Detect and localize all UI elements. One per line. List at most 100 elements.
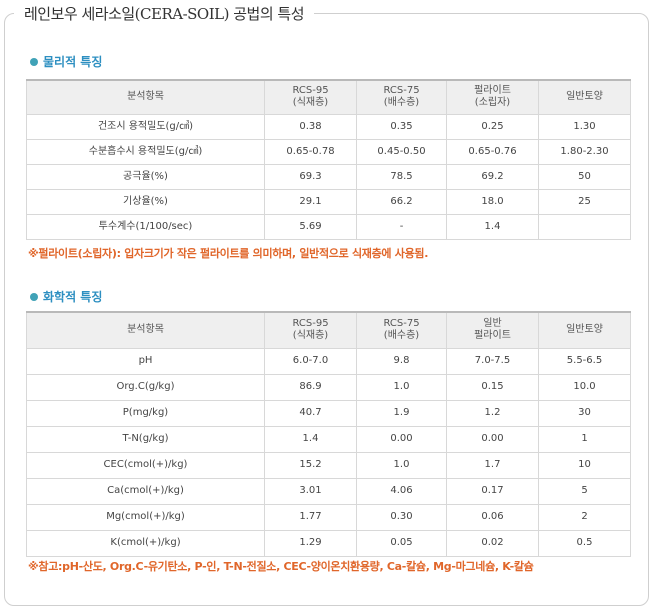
table-cell: 10.0 bbox=[538, 373, 631, 401]
table-cell: 0.25 bbox=[446, 113, 539, 140]
table-cell: 1.2 bbox=[446, 399, 539, 427]
table-cell: 86.9 bbox=[264, 373, 357, 401]
table-cell: 건조시 용적밀도(g/㎤) bbox=[26, 113, 265, 140]
table-cell: 25 bbox=[538, 188, 631, 215]
table-cell: 투수계수(1/100/sec) bbox=[26, 213, 265, 240]
title-wrap: 레인보우 세라소일(CERA-SOIL) 공법의 특성 bbox=[14, 2, 314, 26]
table-cell: - bbox=[356, 213, 447, 240]
table-cell: 78.5 bbox=[356, 163, 447, 190]
table-cell: 0.65-0.76 bbox=[446, 138, 539, 165]
chemical-col-4: 일반토양 bbox=[566, 324, 603, 336]
physical-table: 분석항목 RCS-95 (식재층) RCS-75 (배수층) 펄라이트 (소립자… bbox=[26, 79, 631, 240]
physical-heading-label: 물리적 특징 bbox=[43, 55, 103, 69]
table-cell: 0.5 bbox=[538, 529, 631, 557]
bullet-icon bbox=[30, 58, 38, 66]
chemical-note: ※참고:pH-산도, Org.C-유기탄소, P-인, T-N-전질소, CEC… bbox=[28, 560, 534, 573]
table-cell: 7.0-7.5 bbox=[446, 347, 539, 375]
table-cell: 6.0-7.0 bbox=[264, 347, 357, 375]
table-cell: 18.0 bbox=[446, 188, 539, 215]
table-cell: 69.2 bbox=[446, 163, 539, 190]
chemical-heading: 화학적 특징 bbox=[30, 289, 102, 305]
chemical-col-1: RCS-95 (식재층) bbox=[292, 318, 329, 342]
table-cell: 50 bbox=[538, 163, 631, 190]
chemical-col-3: 일반 펄라이트 bbox=[474, 318, 511, 342]
table-cell: 0.02 bbox=[446, 529, 539, 557]
table-cell: 69.3 bbox=[264, 163, 357, 190]
table-cell: 1.4 bbox=[264, 425, 357, 453]
table-cell: 1.0 bbox=[356, 373, 447, 401]
table-cell: 0.05 bbox=[356, 529, 447, 557]
table-cell: pH bbox=[26, 347, 265, 375]
table-row: T-N(g/kg) 1.4 0.00 0.00 1 bbox=[26, 425, 631, 453]
table-cell: 10 bbox=[538, 451, 631, 479]
table-cell: 1.4 bbox=[446, 213, 539, 240]
bullet-icon bbox=[30, 293, 38, 301]
table-row: CEC(cmol(+)/kg) 15.2 1.0 1.7 10 bbox=[26, 451, 631, 479]
table-cell: 1.9 bbox=[356, 399, 447, 427]
table-cell: 5.5-6.5 bbox=[538, 347, 631, 375]
physical-header-row: 분석항목 RCS-95 (식재층) RCS-75 (배수층) 펄라이트 (소립자… bbox=[26, 79, 631, 115]
table-cell: 5 bbox=[538, 477, 631, 505]
table-cell: 66.2 bbox=[356, 188, 447, 215]
table-cell: 0.35 bbox=[356, 113, 447, 140]
chemical-col-2: RCS-75 (배수층) bbox=[383, 318, 420, 342]
table-cell: T-N(g/kg) bbox=[26, 425, 265, 453]
physical-col-0: 분석항목 bbox=[127, 91, 164, 103]
table-cell: 1.0 bbox=[356, 451, 447, 479]
table-cell: 공극율(%) bbox=[26, 163, 265, 190]
column-header: 일반토양 bbox=[538, 79, 631, 115]
column-header: 일반토양 bbox=[538, 311, 631, 349]
table-cell: 1 bbox=[538, 425, 631, 453]
table-row: 수분흡수시 용적밀도(g/㎤) 0.65-0.78 0.45-0.50 0.65… bbox=[26, 138, 631, 165]
table-cell: 5.69 bbox=[264, 213, 357, 240]
table-cell: Org.C(g/kg) bbox=[26, 373, 265, 401]
table-row: 기상율(%) 29.1 66.2 18.0 25 bbox=[26, 188, 631, 215]
column-header: 펄라이트 (소립자) bbox=[446, 79, 539, 115]
table-cell: 29.1 bbox=[264, 188, 357, 215]
table-cell: 0.00 bbox=[356, 425, 447, 453]
table-cell: Mg(cmol(+)/kg) bbox=[26, 503, 265, 531]
table-row: Mg(cmol(+)/kg) 1.77 0.30 0.06 2 bbox=[26, 503, 631, 531]
table-cell: 4.06 bbox=[356, 477, 447, 505]
physical-col-2: RCS-75 (배수층) bbox=[383, 85, 420, 109]
table-cell: 0.45-0.50 bbox=[356, 138, 447, 165]
physical-col-4: 일반토양 bbox=[566, 91, 603, 103]
physical-col-3: 펄라이트 (소립자) bbox=[474, 85, 511, 109]
table-cell: 30 bbox=[538, 399, 631, 427]
table-cell: 1.77 bbox=[264, 503, 357, 531]
chemical-header-row: 분석항목 RCS-95 (식재층) RCS-75 (배수층) 일반 펄라이트 일… bbox=[26, 311, 631, 349]
table-cell: 0.30 bbox=[356, 503, 447, 531]
column-header: 분석항목 bbox=[26, 311, 265, 349]
table-cell: Ca(cmol(+)/kg) bbox=[26, 477, 265, 505]
table-cell: K(cmol(+)/kg) bbox=[26, 529, 265, 557]
table-cell: 1.29 bbox=[264, 529, 357, 557]
panel-frame bbox=[4, 13, 649, 606]
table-cell: 2 bbox=[538, 503, 631, 531]
table-cell: 0.06 bbox=[446, 503, 539, 531]
chemical-col-0: 분석항목 bbox=[127, 324, 164, 336]
table-cell: 9.8 bbox=[356, 347, 447, 375]
table-row: Ca(cmol(+)/kg) 3.01 4.06 0.17 5 bbox=[26, 477, 631, 505]
table-row: 투수계수(1/100/sec) 5.69 - 1.4 bbox=[26, 213, 631, 240]
table-cell: 3.01 bbox=[264, 477, 357, 505]
table-row: K(cmol(+)/kg) 1.29 0.05 0.02 0.5 bbox=[26, 529, 631, 557]
table-cell: 1.30 bbox=[538, 113, 631, 140]
column-header: 분석항목 bbox=[26, 79, 265, 115]
table-cell: 수분흡수시 용적밀도(g/㎤) bbox=[26, 138, 265, 165]
table-cell: 0.38 bbox=[264, 113, 357, 140]
table-cell bbox=[538, 213, 631, 240]
table-row: P(mg/kg) 40.7 1.9 1.2 30 bbox=[26, 399, 631, 427]
column-header: RCS-95 (식재층) bbox=[264, 311, 357, 349]
column-header: 일반 펄라이트 bbox=[446, 311, 539, 349]
table-cell: 0.00 bbox=[446, 425, 539, 453]
chemical-table: 분석항목 RCS-95 (식재층) RCS-75 (배수층) 일반 펄라이트 일… bbox=[26, 311, 631, 557]
column-header: RCS-75 (배수층) bbox=[356, 311, 447, 349]
chemical-heading-label: 화학적 특징 bbox=[43, 290, 103, 304]
page-title: 레인보우 세라소일(CERA-SOIL) 공법의 특성 bbox=[24, 5, 305, 23]
physical-col-1: RCS-95 (식재층) bbox=[292, 85, 329, 109]
table-cell: 40.7 bbox=[264, 399, 357, 427]
table-cell: 0.17 bbox=[446, 477, 539, 505]
table-cell: 0.65-0.78 bbox=[264, 138, 357, 165]
physical-note: ※펄라이트(소립자): 입자크기가 작은 펄라이트를 의미하며, 일반적으로 식… bbox=[28, 247, 429, 260]
